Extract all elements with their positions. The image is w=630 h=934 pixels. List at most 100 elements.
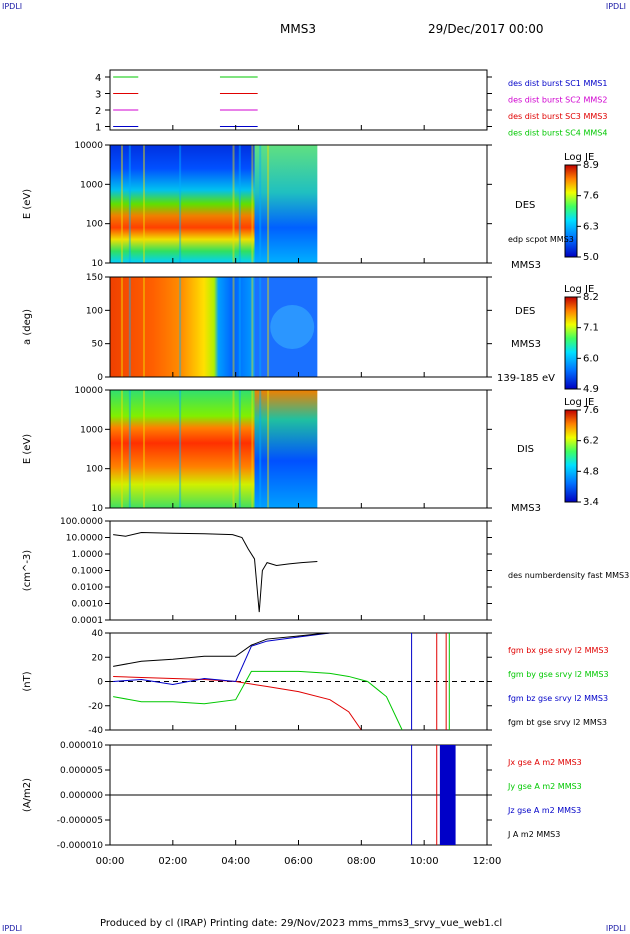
ytick-label: 0	[97, 678, 103, 688]
colorbar-title-3: Log JE	[564, 397, 594, 408]
corner-label-top-right: IPDLI	[605, 2, 626, 11]
xtick-label: 00:00	[96, 856, 125, 867]
ytick-label: 10000	[74, 386, 103, 396]
ytick-label: 10000	[74, 141, 103, 151]
colorbar-2	[564, 296, 578, 390]
legend-label: des dist burst SC2 MMS2	[508, 96, 607, 105]
page-title: MMS3	[280, 22, 316, 36]
spectrogram-streak	[179, 390, 182, 508]
series-line-density	[113, 532, 318, 613]
spectrogram-3-region-a	[110, 390, 255, 508]
pitch-angle-blob	[270, 305, 315, 349]
spectrogram-streak	[251, 277, 254, 377]
ytick-label: -40	[88, 726, 103, 736]
right-label: MMS3	[511, 260, 541, 271]
footer-text: Produced by cl (IRAP) Printing date: 29/…	[100, 918, 503, 929]
ytick-label: 2	[95, 106, 101, 117]
colorbar-tick-label: 7.1	[583, 323, 599, 334]
spectrogram-3-region-b	[254, 390, 318, 508]
legend-label: Jz gse A m2 MMS3	[507, 806, 581, 815]
corner-label-bottom-right: IPDLI	[605, 924, 626, 933]
panel-frame-0	[109, 69, 488, 131]
legend-label: J A m2 MMS3	[507, 830, 560, 839]
colorbar-tick-label: 6.0	[583, 353, 599, 364]
spectrogram-streak	[259, 277, 262, 377]
ytick-label: 10.0000	[66, 534, 103, 544]
ylabel-2: a (deg)	[22, 309, 33, 345]
spectrogram-1-region-a	[110, 145, 255, 263]
xtick-label: 12:00	[473, 856, 502, 867]
colorbar-tick-label: 7.6	[583, 191, 599, 202]
ylabel-4: (cm^-3)	[22, 550, 33, 591]
ytick-label: 4	[95, 73, 101, 84]
spectrogram-streak	[238, 145, 241, 263]
series-line-b0	[113, 675, 362, 731]
ytick-label: -20	[88, 702, 103, 712]
ytick-label: 20	[92, 653, 104, 663]
spectrogram-streak	[267, 277, 270, 377]
spectrogram-streak	[232, 145, 235, 263]
spectrogram-streak	[120, 145, 123, 263]
legend-label: fgm bz gse srvy l2 MMS3	[508, 694, 608, 703]
spectrogram-streak	[142, 145, 145, 263]
ytick-label: -0.000005	[57, 816, 103, 826]
ytick-label: 3	[95, 90, 101, 101]
legend-label: fgm bx gse srvy l2 MMS3	[508, 646, 609, 655]
series-line-b3	[113, 632, 330, 667]
legend-label: des dist burst SC3 MMS3	[508, 112, 607, 121]
colorbar-tick-label: 7.6	[583, 405, 599, 416]
colorbar-1	[564, 164, 578, 258]
colorbar-tick-label: 6.2	[583, 436, 599, 447]
legend-label: fgm by gse srvy l2 MMS3	[508, 670, 609, 679]
colorbar-tick-label: 8.9	[583, 160, 599, 171]
panel-frame-4	[109, 520, 488, 621]
colorbar-3	[564, 409, 578, 503]
spectrogram-streak	[267, 390, 270, 508]
spectrogram-streak	[238, 277, 241, 377]
ytick-label: 0.000010	[60, 741, 103, 751]
spectrogram-streak	[179, 145, 182, 263]
spectrogram-streak	[128, 145, 131, 263]
ytick-label: -0.000010	[57, 841, 103, 851]
colorbar-tick-label: 6.3	[583, 221, 599, 232]
ytick-label: 1000	[80, 180, 103, 190]
legend-label: des dist burst SC4 MMS4	[508, 129, 607, 138]
spectrogram-streak	[259, 390, 262, 508]
spectrogram-streak	[251, 390, 254, 508]
xtick-label: 10:00	[410, 856, 439, 867]
right-label: 139-185 eV	[497, 373, 555, 384]
right-label: DES	[515, 200, 535, 211]
spectrogram-streak	[120, 390, 123, 508]
ytick-label: 100	[86, 306, 103, 316]
legend-label: Jx gse A m2 MMS3	[507, 758, 582, 767]
legend-label: des dist burst SC1 MMS1	[508, 79, 607, 88]
xtick-label: 02:00	[158, 856, 187, 867]
legend-label: fgm bt gse srvy l2 MMS3	[508, 718, 607, 727]
ytick-label: 10	[92, 504, 104, 514]
corner-label-top-left: IPDLI	[2, 2, 23, 11]
corner-label-bottom-left: IPDLI	[2, 924, 23, 933]
series-line-b2	[113, 632, 330, 686]
ytick-label: 10	[92, 259, 104, 269]
ytick-label: 1.0000	[72, 550, 104, 560]
spectrogram-streak	[142, 277, 145, 377]
ytick-label: 100	[86, 465, 103, 475]
ytick-label: 100	[86, 220, 103, 230]
spectrogram-streak	[120, 277, 123, 377]
ytick-label: 0.1000	[72, 567, 104, 577]
current-burst-block	[439, 745, 456, 845]
spectrogram-1-region-b	[254, 145, 318, 263]
spectrogram-streak	[259, 145, 262, 263]
ytick-label: 0.000005	[60, 766, 103, 776]
ylabel-6: (A/m2)	[22, 778, 33, 812]
colorbar-tick-label: 8.2	[583, 292, 599, 303]
colorbar-tick-label: 4.9	[583, 384, 599, 395]
ylabel-5: (nT)	[22, 671, 33, 691]
spectrogram-streak	[232, 277, 235, 377]
right-label: DIS	[517, 444, 534, 455]
colorbar-tick-label: 4.8	[583, 466, 599, 477]
spectrogram-streak	[179, 277, 182, 377]
ytick-label: 0.0100	[72, 583, 104, 593]
ytick-label: 0.0001	[72, 616, 104, 626]
